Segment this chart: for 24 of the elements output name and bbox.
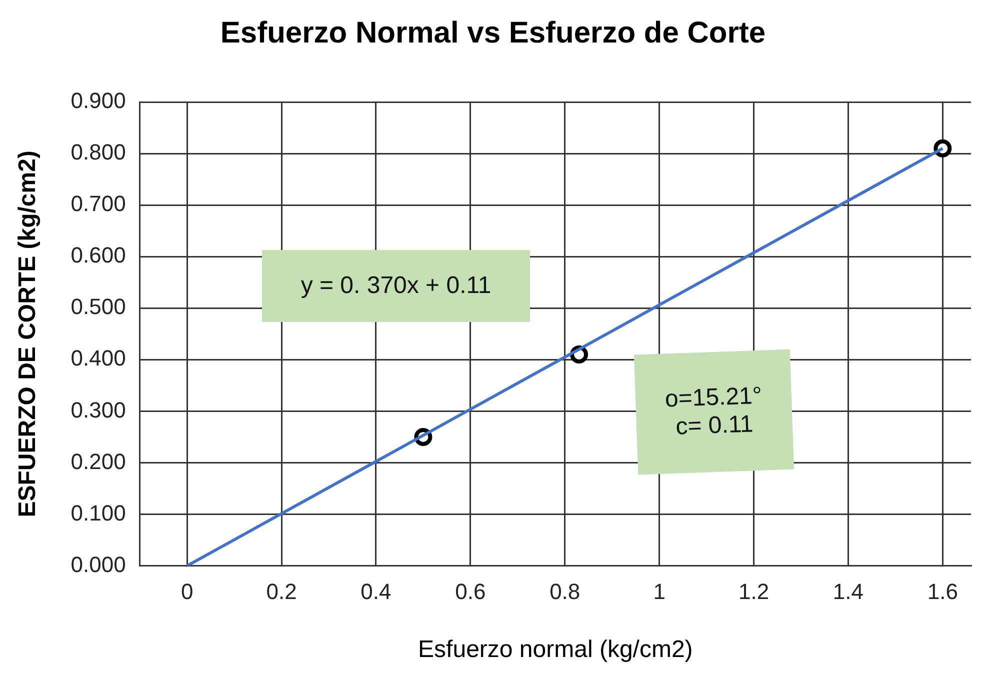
y-tick-label: 0.300 (70, 397, 126, 422)
y-tick-label: 0.200 (70, 448, 126, 474)
x-tick-label: 1.4 (832, 579, 864, 604)
y-tick-label: 0.700 (70, 191, 126, 216)
y-axis-title: ESFUERZO DE CORTE (kg/cm2) (14, 150, 42, 518)
y-tick-label: 0.900 (70, 88, 126, 114)
x-tick-label: 1.2 (738, 579, 770, 604)
x-tick-label: 0.4 (360, 579, 392, 604)
x-tick-label: 1 (653, 579, 666, 604)
y-tick-label: 0.400 (70, 346, 126, 371)
x-tick-label: 1.6 (927, 579, 958, 604)
text-box: o=15.21° c= 0.11 (634, 349, 794, 475)
x-axis-title: Esfuerzo normal (kg/cm2) (418, 636, 693, 664)
y-tick-label: 0.500 (70, 294, 126, 320)
text-box: y = 0. 370x + 0.11 (262, 250, 530, 322)
y-tick-label: 0.100 (70, 500, 126, 526)
y-tick-label: 0.800 (70, 140, 126, 165)
chart-title: Esfuerzo Normal vs Esfuerzo de Corte (220, 16, 766, 50)
y-tick-label: 0.000 (70, 552, 126, 577)
x-tick-label: 0.6 (455, 579, 486, 604)
x-tick-label: 0 (180, 579, 194, 604)
y-tick-label: 0.600 (70, 242, 126, 268)
x-tick-label: 0.2 (266, 579, 297, 604)
x-tick-label: 0.8 (550, 579, 580, 604)
